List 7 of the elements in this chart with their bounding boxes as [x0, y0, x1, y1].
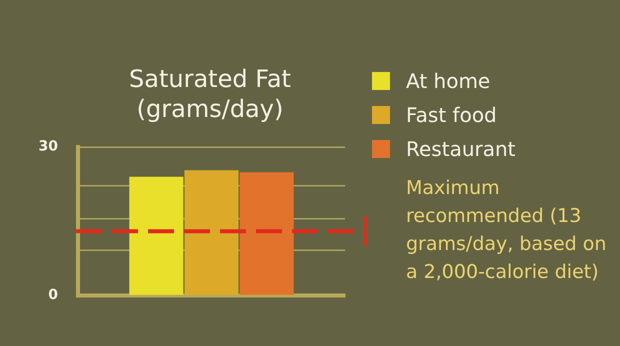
y-tick-label: 0 [48, 287, 58, 304]
legend-label: Restaurant [406, 137, 516, 161]
y-tick-label: 30 [38, 138, 58, 155]
legend-label: Fast food [406, 103, 497, 127]
legend-label: At home [406, 69, 490, 93]
chart-title: Saturated Fat (grams/day) [128, 64, 292, 124]
ref-line-label: Maximum recommended (13 grams/day, based on a 2,000-calorie diet) [406, 176, 608, 285]
